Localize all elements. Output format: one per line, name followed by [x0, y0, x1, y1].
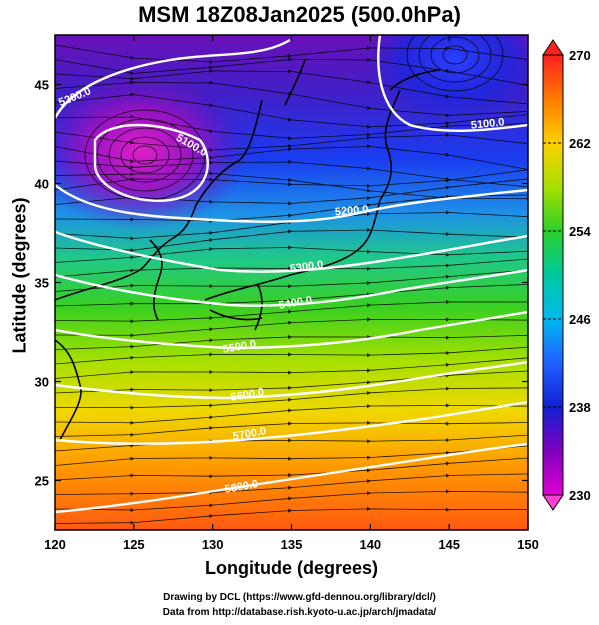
- y-axis-label: Latitude (degrees): [9, 197, 30, 354]
- x-tick-label: 140: [359, 537, 381, 552]
- x-tick-label: 150: [517, 537, 539, 552]
- contour-label: 5400.0: [278, 294, 313, 312]
- streamline: [55, 346, 528, 365]
- x-tick-label: 135: [281, 537, 303, 552]
- contour-line: [55, 38, 291, 119]
- y-tick-label: 45: [35, 78, 49, 93]
- colorbar-min-arrow: [542, 494, 564, 511]
- y-tick-label: 40: [35, 177, 49, 192]
- temperature-field: [55, 35, 528, 530]
- x-axis-label: Longitude (degrees): [204, 558, 378, 578]
- colorbar-tick-label: 238: [569, 400, 591, 415]
- contour-label: 5600.0: [230, 386, 265, 404]
- y-tick-label: 25: [35, 474, 49, 489]
- y-axis-ticks: 25 30 35 40 45: [35, 78, 528, 489]
- streamline: [55, 334, 528, 350]
- streamline-vortex: [406, 35, 504, 92]
- streamline: [55, 258, 528, 278]
- contour-line: [55, 310, 528, 350]
- y-tick-label: 35: [35, 276, 49, 291]
- colorbar-tick-label: 270: [569, 48, 591, 63]
- contour-line: [377, 35, 528, 132]
- credit-drawing: Drawing by DCL (https://www.gfd-dennou.o…: [163, 592, 436, 603]
- x-tick-label: 130: [202, 537, 224, 552]
- colorbar-max-arrow: [542, 39, 564, 56]
- contour-line: [55, 442, 528, 514]
- x-tick-label: 145: [438, 537, 460, 552]
- colorbar-tick-label: 254: [569, 224, 591, 239]
- colorbar-tick-label: 246: [569, 312, 591, 327]
- streamline: [55, 506, 528, 525]
- contour-line: [55, 184, 528, 223]
- streamline: [55, 169, 528, 191]
- y-tick-label: 30: [35, 375, 49, 390]
- streamline-vortex: [132, 145, 158, 165]
- contour-line: [55, 230, 528, 273]
- contour-label: 5200.0: [334, 204, 369, 219]
- x-axis-ticks: 120 125 130 135 140 145 150: [44, 35, 539, 552]
- contour-label: 5700.0: [232, 425, 267, 443]
- streamline-vortex: [430, 36, 480, 74]
- streamline: [55, 434, 528, 452]
- streamline-vortex: [418, 35, 492, 83]
- colorbar: 270 262 254 246 238 230: [542, 39, 591, 511]
- credit-data: Data from http://database.rish.kyoto-u.a…: [162, 607, 437, 618]
- streamline-vortex: [108, 127, 182, 183]
- streamline-vortex: [442, 45, 468, 65]
- colorbar-tick-label: 262: [569, 136, 591, 151]
- height-contours: [55, 35, 528, 514]
- contour-label: 5800.0: [224, 478, 259, 496]
- contour-line: [93, 123, 209, 202]
- contour-label: 5100.0: [470, 116, 505, 131]
- coastlines: [55, 59, 441, 441]
- chart-title: MSM 18Z08Jan2025 (500.0hPa): [138, 2, 461, 27]
- streamline: [55, 445, 528, 466]
- colorbar-tick-label: 230: [569, 488, 591, 503]
- contour-line: [55, 268, 528, 307]
- streamline: [55, 420, 528, 437]
- streamline: [55, 357, 528, 379]
- x-tick-label: 125: [123, 537, 145, 552]
- contour-label: 5500.0: [222, 338, 257, 356]
- streamline: [55, 245, 528, 263]
- contour-label: 5300.0: [289, 259, 324, 276]
- streamline-vortex: [96, 118, 194, 192]
- contour-line: [55, 360, 528, 400]
- streamline-vortex: [120, 136, 170, 174]
- x-tick-label: 120: [44, 537, 66, 552]
- contour-line: [55, 400, 528, 445]
